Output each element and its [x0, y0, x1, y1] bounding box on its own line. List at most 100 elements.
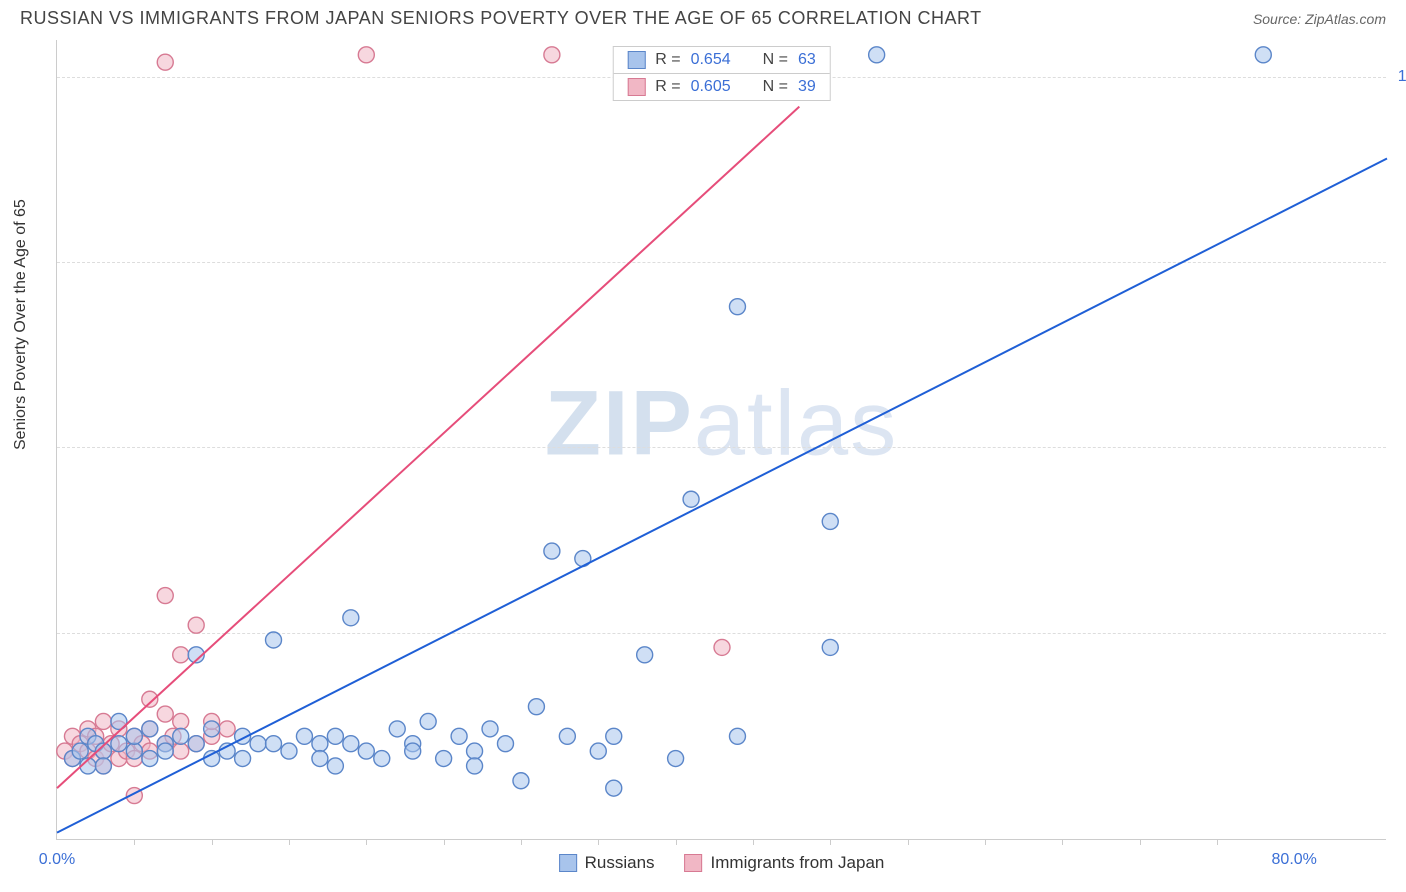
n-label: N = [763, 78, 788, 96]
data-point [451, 728, 467, 744]
chart-plot-area: ZIPatlas 25.0%50.0%75.0%100.0% 0.0%80.0%… [56, 40, 1386, 840]
data-point [296, 728, 312, 744]
data-point [1255, 47, 1271, 63]
data-point [312, 751, 328, 767]
r-label: R = [655, 51, 680, 69]
legend-item-japan: Immigrants from Japan [685, 853, 885, 873]
data-point [219, 721, 235, 737]
y-tick-label: 100.0% [1398, 68, 1406, 86]
data-point [327, 758, 343, 774]
data-point [95, 713, 111, 729]
data-point [95, 758, 111, 774]
trend-line [57, 107, 799, 788]
data-point [173, 728, 189, 744]
x-tick [676, 839, 677, 845]
series-legend: Russians Immigrants from Japan [559, 853, 885, 873]
data-point [250, 736, 266, 752]
data-point [126, 728, 142, 744]
correlation-legend: R = 0.654 N = 63 R = 0.605 N = 39 [612, 46, 831, 101]
data-point [374, 751, 390, 767]
n-value-russians: 63 [798, 51, 816, 69]
data-point [157, 54, 173, 70]
data-point [235, 751, 251, 767]
trend-line [57, 159, 1387, 833]
data-point [358, 743, 374, 759]
data-point [729, 299, 745, 315]
data-point [204, 751, 220, 767]
correlation-row-russians: R = 0.654 N = 63 [613, 47, 830, 73]
x-tick-label: 0.0% [39, 851, 75, 869]
data-point [436, 751, 452, 767]
legend-item-russians: Russians [559, 853, 655, 873]
data-point [606, 780, 622, 796]
x-tick [212, 839, 213, 845]
data-point [528, 699, 544, 715]
data-point [204, 721, 220, 737]
data-point [142, 751, 158, 767]
data-point [482, 721, 498, 737]
data-point [544, 543, 560, 559]
data-point [668, 751, 684, 767]
data-point [173, 647, 189, 663]
legend-swatch-russians [559, 854, 577, 872]
data-point [281, 743, 297, 759]
x-tick [1062, 839, 1063, 845]
data-point [467, 758, 483, 774]
x-tick [598, 839, 599, 845]
data-point [142, 721, 158, 737]
data-point [142, 691, 158, 707]
chart-header: RUSSIAN VS IMMIGRANTS FROM JAPAN SENIORS… [0, 0, 1406, 33]
chart-title: RUSSIAN VS IMMIGRANTS FROM JAPAN SENIORS… [20, 8, 982, 29]
n-label: N = [763, 51, 788, 69]
data-point [266, 632, 282, 648]
data-point [358, 47, 374, 63]
x-tick [444, 839, 445, 845]
data-point [157, 588, 173, 604]
x-tick [908, 839, 909, 845]
r-label: R = [655, 78, 680, 96]
source-prefix: Source: [1253, 11, 1305, 27]
x-tick [134, 839, 135, 845]
x-tick [830, 839, 831, 845]
data-point [188, 617, 204, 633]
data-point [327, 728, 343, 744]
x-tick [289, 839, 290, 845]
data-point [343, 610, 359, 626]
data-point [467, 743, 483, 759]
x-tick [985, 839, 986, 845]
data-point [188, 736, 204, 752]
data-point [606, 728, 622, 744]
data-point [343, 736, 359, 752]
source-attribution: Source: ZipAtlas.com [1253, 11, 1386, 27]
x-tick [521, 839, 522, 845]
y-axis-label: Seniors Poverty Over the Age of 65 [12, 199, 30, 450]
data-point [544, 47, 560, 63]
source-name: ZipAtlas.com [1305, 11, 1386, 27]
x-tick [1217, 839, 1218, 845]
correlation-row-japan: R = 0.605 N = 39 [613, 73, 830, 100]
data-point [683, 491, 699, 507]
data-point [420, 713, 436, 729]
x-tick [753, 839, 754, 845]
legend-label-russians: Russians [585, 853, 655, 873]
data-point [822, 513, 838, 529]
data-point [559, 728, 575, 744]
data-point [111, 736, 127, 752]
data-point [714, 639, 730, 655]
r-value-japan: 0.605 [691, 78, 731, 96]
data-point [590, 743, 606, 759]
data-point [266, 736, 282, 752]
swatch-russians [627, 51, 645, 69]
data-point [405, 743, 421, 759]
n-value-japan: 39 [798, 78, 816, 96]
data-point [173, 713, 189, 729]
x-tick [366, 839, 367, 845]
x-tick-label: 80.0% [1272, 851, 1317, 869]
data-point [126, 743, 142, 759]
data-point [869, 47, 885, 63]
data-point [497, 736, 513, 752]
scatter-plot-svg [57, 40, 1386, 839]
data-point [637, 647, 653, 663]
legend-label-japan: Immigrants from Japan [711, 853, 885, 873]
data-point [72, 743, 88, 759]
